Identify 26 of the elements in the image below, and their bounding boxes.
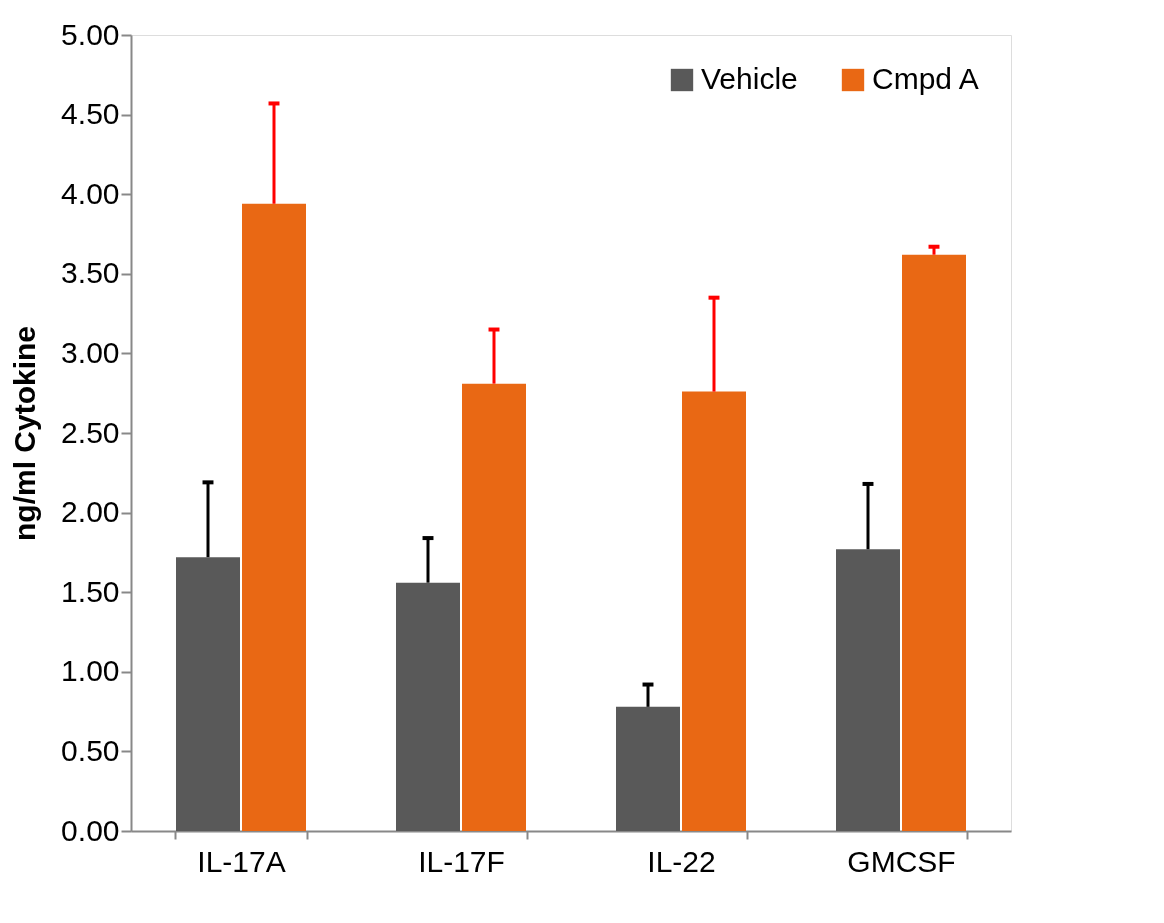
y-tick-label: 3.00 bbox=[61, 335, 120, 369]
bar bbox=[902, 254, 966, 831]
bar bbox=[242, 203, 306, 831]
y-tick-label: 2.00 bbox=[61, 495, 120, 529]
y-axis-title: ng/ml Cytokine bbox=[8, 325, 42, 542]
y-tick-label: 0.50 bbox=[61, 733, 120, 767]
y-tick-label: 4.50 bbox=[61, 97, 120, 131]
x-tick-label: GMCSF bbox=[847, 844, 956, 878]
y-tick-label: 3.50 bbox=[61, 256, 120, 290]
bar bbox=[176, 557, 240, 831]
bar bbox=[682, 391, 746, 831]
bar bbox=[836, 549, 900, 831]
x-tick-label: IL-17F bbox=[418, 844, 505, 878]
x-tick-label: IL-17A bbox=[197, 844, 286, 878]
y-tick-label: 1.50 bbox=[61, 574, 120, 608]
y-tick-label: 5.00 bbox=[61, 17, 120, 51]
x-tick-label: IL-22 bbox=[647, 844, 716, 878]
legend-label: Vehicle bbox=[701, 62, 798, 95]
y-tick-label: 0.00 bbox=[61, 813, 120, 847]
bar bbox=[396, 582, 460, 831]
bar bbox=[462, 383, 526, 831]
bar bbox=[616, 706, 680, 831]
legend-label: Cmpd A bbox=[872, 62, 979, 95]
y-tick-label: 4.00 bbox=[61, 176, 120, 210]
y-tick-label: 2.50 bbox=[61, 415, 120, 449]
y-tick-label: 1.00 bbox=[61, 654, 120, 688]
